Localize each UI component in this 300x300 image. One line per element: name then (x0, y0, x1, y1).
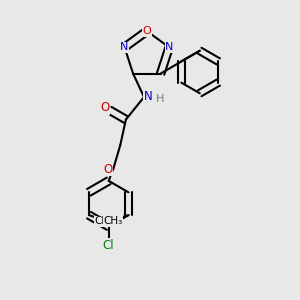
Text: N: N (143, 90, 152, 103)
Text: N: N (120, 42, 129, 52)
Text: N: N (165, 42, 173, 52)
Text: O: O (100, 101, 109, 114)
Text: O: O (104, 163, 113, 176)
Text: O: O (142, 26, 151, 36)
Text: H: H (156, 94, 164, 104)
Text: CH₃: CH₃ (103, 216, 123, 226)
Text: Cl: Cl (103, 239, 115, 252)
Text: CH₃: CH₃ (95, 216, 114, 226)
